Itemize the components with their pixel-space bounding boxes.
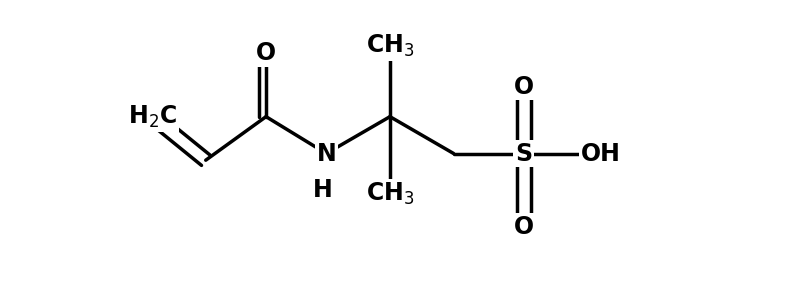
Text: CH$_3$: CH$_3$: [366, 181, 414, 207]
Text: OH: OH: [581, 142, 621, 165]
Text: CH$_3$: CH$_3$: [366, 33, 414, 60]
Text: H: H: [313, 178, 333, 202]
Text: N: N: [317, 142, 336, 165]
Text: H$_2$C: H$_2$C: [128, 103, 177, 130]
Text: O: O: [514, 215, 534, 239]
Text: S: S: [515, 142, 533, 165]
Text: O: O: [256, 41, 276, 65]
Text: O: O: [514, 75, 534, 99]
